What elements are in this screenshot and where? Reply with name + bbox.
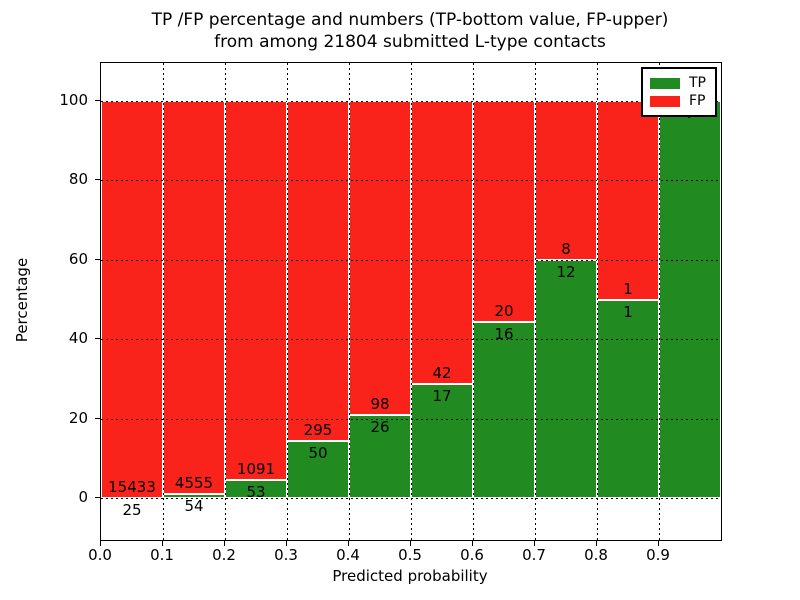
bar-fp-count-label: 1 (623, 279, 633, 298)
bar-segment-tp (349, 414, 411, 499)
x-tick-label: 0.2 (212, 546, 236, 564)
x-tick-label: 0.1 (150, 546, 174, 564)
legend-entry-fp: FP (650, 93, 706, 109)
vertical-gridline (348, 63, 350, 540)
tp-swatch-icon (650, 77, 680, 89)
x-tick-mark (162, 541, 163, 546)
bar-tp-count-label: 54 (184, 496, 204, 515)
bar-tp-count-label: 25 (122, 500, 142, 519)
bar-segment-fp (225, 100, 287, 480)
bar-segment-fp (349, 100, 411, 415)
bar-tp-count-label: 1 (623, 302, 633, 321)
x-tick-mark (410, 541, 411, 546)
y-tick-label: 100 (59, 90, 88, 109)
legend-entry-tp: TP (650, 75, 706, 91)
vertical-gridline (410, 63, 412, 540)
x-tick-label: 0.9 (646, 546, 670, 564)
x-tick-mark (224, 541, 225, 546)
bar-segment-fp (597, 100, 659, 300)
chart-title-line2: from among 21804 submitted L-type contac… (214, 32, 606, 52)
x-tick-label: 0.3 (274, 546, 298, 564)
chart-title: TP /FP percentage and numbers (TP-bottom… (100, 9, 720, 53)
vertical-gridline (596, 63, 598, 540)
y-tick-mark (95, 417, 100, 419)
bar-tp-count-label: 12 (556, 262, 576, 281)
bar-segment-fp (411, 100, 473, 384)
legend-fp-label: FP (689, 93, 706, 109)
bar-segment-fp (473, 100, 535, 322)
y-tick-label: 80 (68, 170, 88, 189)
y-tick-mark (95, 338, 100, 340)
bar-fp-count-label: 1091 (236, 459, 276, 478)
y-tick-label: 0 (78, 488, 88, 507)
x-tick-mark (596, 541, 597, 546)
bar-segment-fp (101, 100, 163, 498)
bar-segment-fp (163, 100, 225, 494)
x-tick-mark (100, 541, 101, 546)
y-tick-mark (95, 497, 100, 499)
bar-fp-count-label: 98 (370, 394, 390, 413)
vertical-gridline (472, 63, 474, 540)
x-axis-label: Predicted probability (332, 567, 488, 585)
vertical-gridline (658, 63, 660, 540)
chart-title-line1: TP /FP percentage and numbers (TP-bottom… (151, 10, 669, 30)
x-tick-label: 0.0 (88, 546, 112, 564)
y-tick-mark (95, 99, 100, 101)
bar-tp-count-label: 16 (494, 324, 514, 343)
x-tick-label: 0.5 (398, 546, 422, 564)
bar-segment-tp (535, 259, 597, 499)
bar-fp-count-label: 20 (494, 301, 514, 320)
y-tick-label: 20 (68, 408, 88, 427)
bar-segment-tp (659, 100, 721, 499)
bar-fp-count-label: 15433 (108, 477, 156, 496)
y-tick-mark (95, 258, 100, 260)
bar-segment-tp (411, 383, 473, 499)
bar-tp-count-label: 53 (246, 482, 266, 501)
bar-segment-tp (597, 299, 659, 499)
bar-fp-count-label: 4555 (174, 473, 214, 492)
x-tick-mark (348, 541, 349, 546)
bar-tp-count-label: 17 (432, 386, 452, 405)
legend: TP FP (641, 67, 717, 117)
x-tick-label: 0.6 (460, 546, 484, 564)
bar-fp-count-label: 8 (561, 239, 571, 258)
y-tick-label: 40 (68, 329, 88, 348)
bar-fp-count-label: 42 (432, 363, 452, 382)
vertical-gridline (286, 63, 288, 540)
y-tick-label: 60 (68, 249, 88, 268)
bar-segment-tp (473, 321, 535, 499)
x-tick-mark (658, 541, 659, 546)
bar-tp-count-label: 26 (370, 417, 390, 436)
x-tick-label: 0.4 (336, 546, 360, 564)
bar-fp-count-label: 295 (303, 420, 333, 439)
bar-tp-count-label: 50 (308, 443, 328, 462)
legend-tp-label: TP (689, 75, 706, 91)
vertical-gridline (162, 63, 164, 540)
y-tick-mark (95, 179, 100, 181)
x-tick-label: 0.7 (522, 546, 546, 564)
vertical-gridline (534, 63, 536, 540)
x-tick-label: 0.8 (584, 546, 608, 564)
fp-swatch-icon (650, 95, 680, 107)
bar-segment-fp (287, 100, 349, 441)
vertical-gridline (224, 63, 226, 540)
x-tick-mark (286, 541, 287, 546)
plot-area: TP FP 25 15433 54 4555 53 1091 50 295 26 98 17 42 16… (100, 62, 722, 541)
x-tick-mark (534, 541, 535, 546)
x-tick-mark (472, 541, 473, 546)
